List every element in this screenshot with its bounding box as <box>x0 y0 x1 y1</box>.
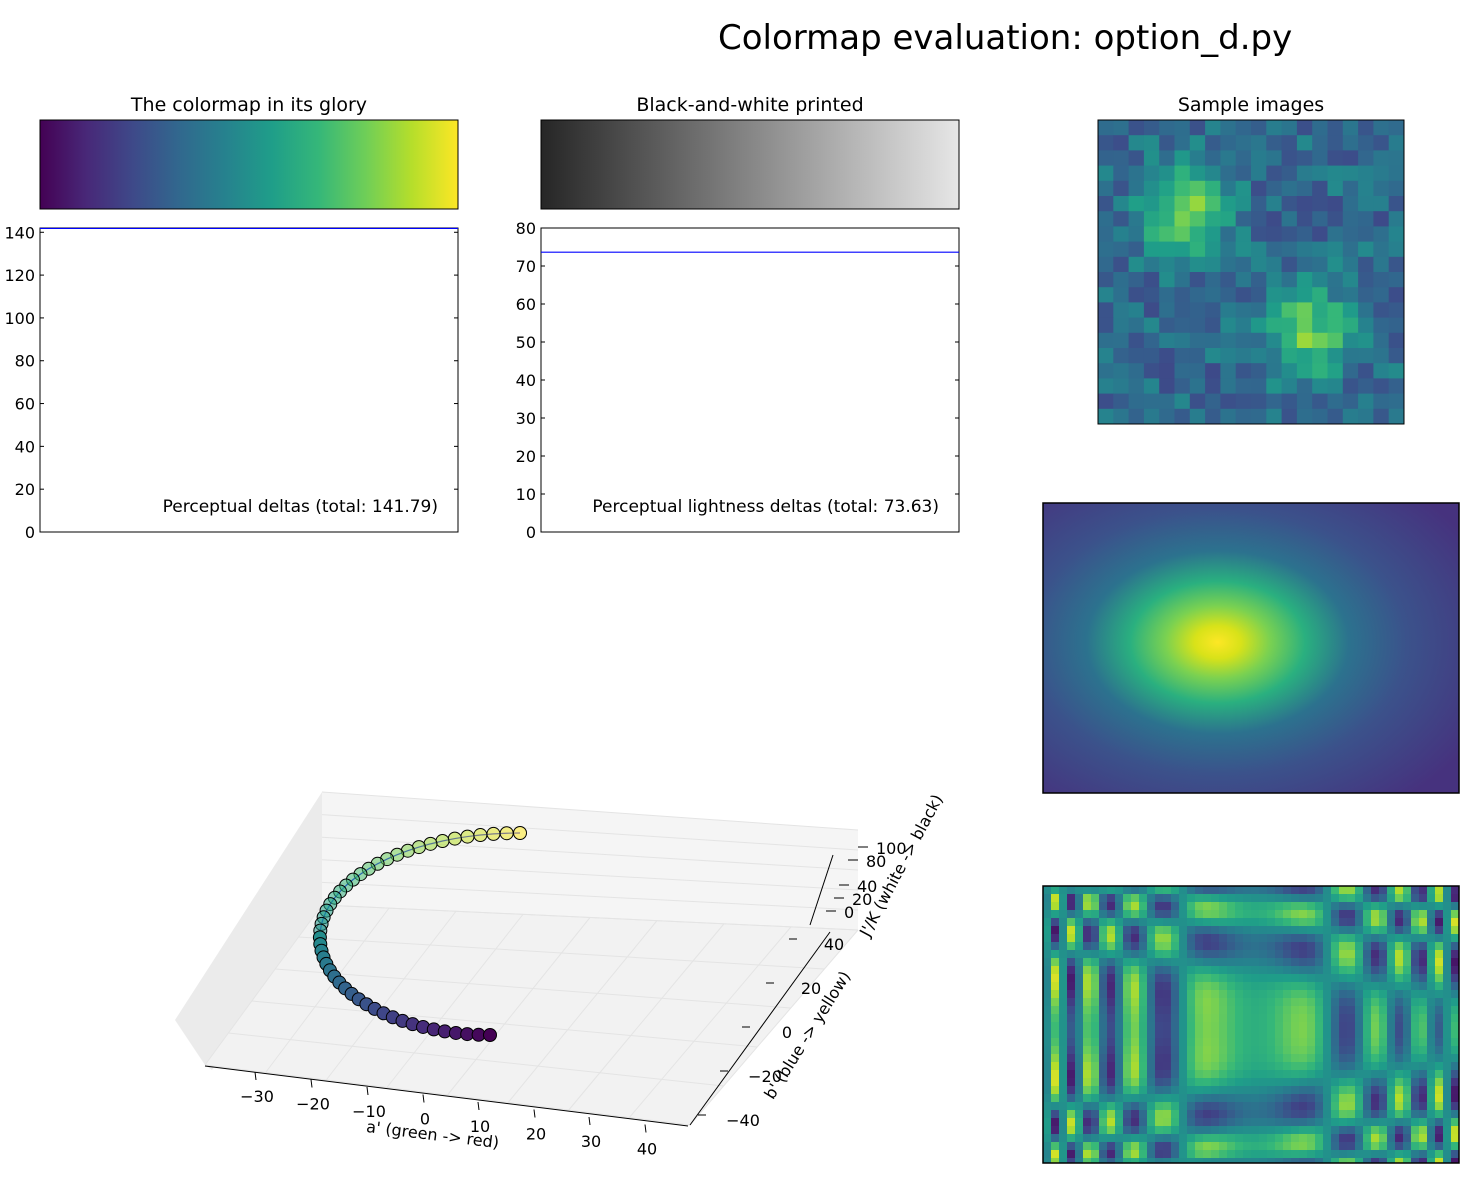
delta-annotation: Perceptual lightness deltas (total: 73.6… <box>592 497 939 517</box>
y-tick-label: 20 <box>15 480 35 499</box>
perceptual-deltas-plot: 0 20 40 60 80 100 120 140 Perceptual deltas (tot… <box>4 223 459 542</box>
z-tick-label: 40 <box>857 877 877 896</box>
y-tick-label: 120 <box>4 266 35 285</box>
y-tick-label: 60 <box>516 295 536 314</box>
x-tick-label: −10 <box>352 1102 386 1121</box>
y-tick-label: 30 <box>516 409 536 428</box>
y-tick-label: 80 <box>516 219 536 238</box>
x-tick-label: −20 <box>296 1095 330 1114</box>
y-tick-label: 140 <box>4 223 35 242</box>
ucs-point <box>460 829 475 844</box>
lightness-deltas-plot: 0 10 20 30 40 50 60 70 80 Perceptual lightness de… <box>516 219 960 542</box>
ucs-point <box>423 836 438 851</box>
sample-image-waves <box>1043 886 1459 1163</box>
y-tick-label: 0 <box>25 523 35 542</box>
colormap-title: The colormap in its glory <box>130 94 368 116</box>
ucs-point <box>483 1028 497 1042</box>
sample-image-pixel-grid <box>1098 120 1405 425</box>
y-tick-label: 40 <box>824 935 844 954</box>
x-tick-label: 20 <box>526 1125 546 1144</box>
y-tick-label: 60 <box>15 395 35 414</box>
ucs-point <box>473 828 488 843</box>
bw-title: Black-and-white printed <box>636 94 864 116</box>
figure-title: Colormap evaluation: option_d.py <box>718 18 1293 58</box>
samples-title: Sample images <box>1177 94 1325 116</box>
y-tick-label: 40 <box>516 371 536 390</box>
y-tick-label: 10 <box>516 485 536 504</box>
sample-image-peak <box>1043 503 1459 793</box>
colormap-strip <box>39 119 459 210</box>
ucs-point <box>499 826 514 841</box>
y-tick-label: −40 <box>726 1111 760 1130</box>
y-tick-label: 0 <box>526 523 536 542</box>
ucs-point <box>435 834 450 849</box>
y-tick-label: 70 <box>516 257 536 276</box>
x-tick-label: −30 <box>240 1087 274 1106</box>
y-tick-label: 20 <box>801 979 821 998</box>
y-tick-label: 20 <box>516 447 536 466</box>
y-tick-label: 50 <box>516 333 536 352</box>
ucs-3d-plot: −30 −20 −10 0 10 20 30 40a' (green -> red) −40−2… <box>175 791 947 1159</box>
delta-annotation: Perceptual deltas (total: 141.79) <box>163 497 438 517</box>
z-tick-label: 0 <box>844 903 854 922</box>
z-tick-label: 80 <box>866 852 886 871</box>
ucs-point <box>486 826 501 841</box>
x-tick-label: 40 <box>637 1140 657 1159</box>
y-tick-label: 0 <box>782 1023 792 1042</box>
x-tick-label: 10 <box>470 1117 490 1136</box>
y-tick-label: 80 <box>15 352 35 371</box>
x-tick-label: 0 <box>420 1110 430 1129</box>
y-tick-label: 40 <box>15 437 35 456</box>
z-tick-label: 20 <box>852 890 872 909</box>
ucs-point <box>513 826 527 840</box>
ucs-point <box>447 831 462 846</box>
bw-strip <box>540 119 960 210</box>
y-tick-label: −20 <box>748 1067 782 1086</box>
y-tick-label: 100 <box>4 309 35 328</box>
x-tick-label: 30 <box>581 1132 601 1151</box>
z-tick-label: 100 <box>876 839 907 858</box>
